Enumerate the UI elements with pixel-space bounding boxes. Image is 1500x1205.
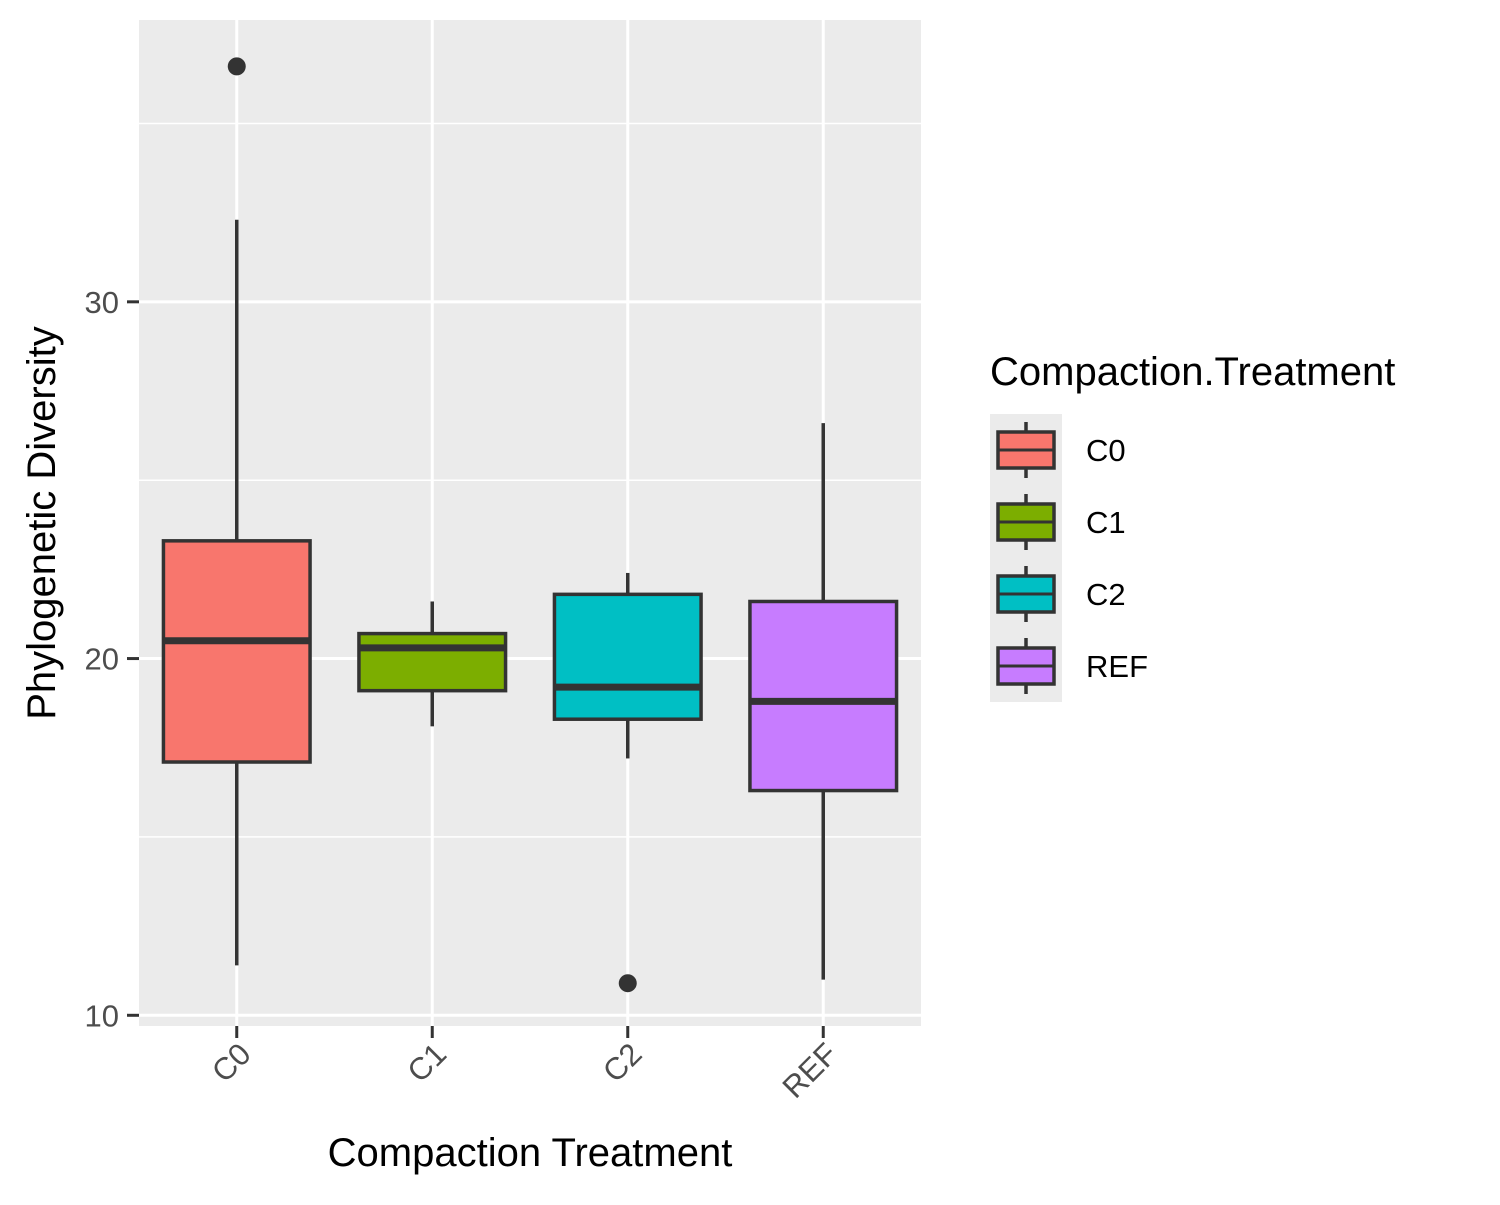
legend-title: Compaction.Treatment <box>990 350 1395 394</box>
boxes <box>161 57 899 993</box>
legend-item-c0: C0 <box>996 422 1126 478</box>
x-tick-label: C2 <box>596 1036 649 1089</box>
legend-label: C2 <box>1086 577 1126 612</box>
axes: 10 20 30 C0 C1 C2 REF <box>85 285 845 1105</box>
x-axis-title: Compaction Treatment <box>328 1131 733 1175</box>
box-body <box>357 631 508 693</box>
y-axis-title: Phylogenetic Diversity <box>20 326 64 720</box>
x-tick-label: C0 <box>205 1036 258 1089</box>
x-tick-label: C1 <box>400 1036 453 1089</box>
box-c1 <box>357 601 508 727</box>
box-body <box>161 539 312 764</box>
legend-label: REF <box>1086 649 1148 684</box>
outlier-point <box>227 57 246 76</box>
y-tick-label: 30 <box>85 285 119 320</box>
legend-item-ref: REF <box>996 638 1148 694</box>
x-tick-label: REF <box>776 1036 845 1105</box>
legend-label: C0 <box>1086 433 1126 468</box>
box-c0 <box>161 57 312 966</box>
y-tick-label: 20 <box>85 642 119 677</box>
box-c2 <box>552 572 703 993</box>
legend-item-c2: C2 <box>996 566 1126 622</box>
plot-panel <box>139 20 921 1026</box>
y-tick-label: 10 <box>85 998 119 1033</box>
box-body <box>748 599 899 793</box>
legend-label: C1 <box>1086 505 1126 540</box>
box-body <box>552 592 703 721</box>
box-ref <box>748 423 899 980</box>
legend: Compaction.Treatment C0 C1 C2 REF <box>990 350 1395 702</box>
outlier-point <box>618 974 637 993</box>
legend-item-c1: C1 <box>996 494 1126 550</box>
